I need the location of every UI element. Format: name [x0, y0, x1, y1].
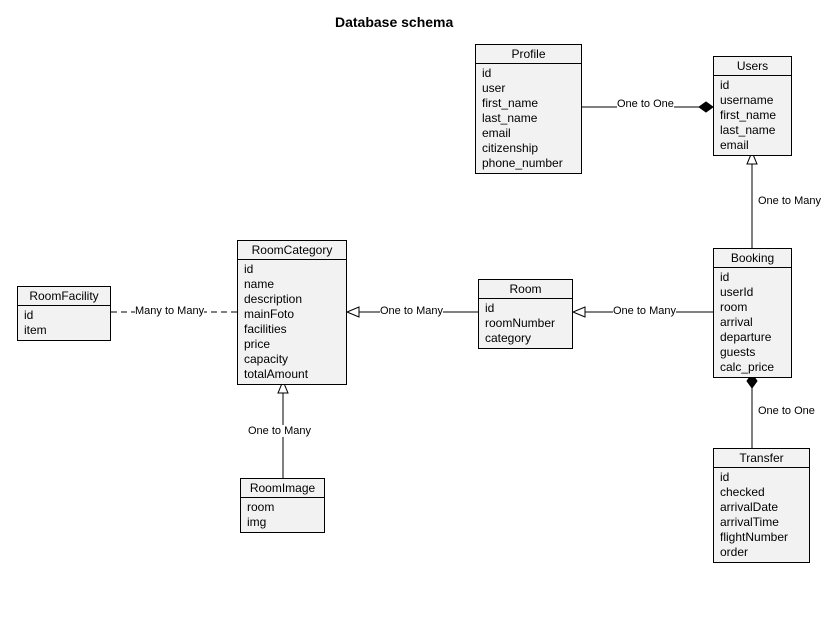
entity-booking-field: guests — [720, 345, 785, 360]
entity-transfer-field: checked — [720, 485, 803, 500]
entity-profile-field: phone_number — [482, 156, 575, 171]
entity-roomcategory-name: RoomCategory — [238, 241, 346, 260]
entity-transfer-field: flightNumber — [720, 530, 803, 545]
entity-profile-field: citizenship — [482, 141, 575, 156]
entity-roomimage-fields: roomimg — [241, 498, 324, 532]
entity-users: Users idusernamefirst_namelast_nameemail — [713, 56, 792, 156]
entity-profile-field: id — [482, 66, 575, 81]
entity-users-field: first_name — [720, 108, 785, 123]
entity-room-name: Room — [479, 280, 572, 299]
entity-booking-fields: iduserIdroomarrivaldepartureguestscalc_p… — [714, 268, 791, 377]
entity-users-field: id — [720, 78, 785, 93]
entity-roomfacility-name: RoomFacility — [18, 287, 110, 306]
entity-roomcategory-field: price — [244, 337, 340, 352]
entity-booking-field: id — [720, 270, 785, 285]
entity-roomcategory-field: capacity — [244, 352, 340, 367]
entity-roomimage-name: RoomImage — [241, 479, 324, 498]
entity-profile-field: email — [482, 126, 575, 141]
entity-roomimage: RoomImage roomimg — [240, 478, 325, 533]
edge-label-roomimage-roomcategory: One to Many — [248, 425, 311, 437]
entity-roomcategory-field: id — [244, 262, 340, 277]
entity-profile-fields: iduserfirst_namelast_nameemailcitizenshi… — [476, 64, 581, 173]
entity-room: Room idroomNumbercategory — [478, 279, 573, 349]
entity-booking-field: arrival — [720, 315, 785, 330]
entity-profile-field: last_name — [482, 111, 575, 126]
entity-transfer-field: arrivalTime — [720, 515, 803, 530]
entity-roomcategory-fields: idnamedescriptionmainFotofacilitiesprice… — [238, 260, 346, 384]
entity-booking-field: departure — [720, 330, 785, 345]
entity-roomcategory-field: totalAmount — [244, 367, 340, 382]
entity-transfer: Transfer idcheckedarrivalDatearrivalTime… — [713, 448, 810, 563]
entity-booking-field: calc_price — [720, 360, 785, 375]
entity-roomcategory-field: name — [244, 277, 340, 292]
entity-transfer-field: order — [720, 545, 803, 560]
edge-label-room-roomcategory: One to Many — [380, 305, 443, 317]
entity-transfer-field: arrivalDate — [720, 500, 803, 515]
entity-users-field: username — [720, 93, 785, 108]
entity-booking: Booking iduserIdroomarrivaldeparturegues… — [713, 248, 792, 378]
entity-room-field: category — [485, 331, 566, 346]
entity-booking-name: Booking — [714, 249, 791, 268]
entity-profile-name: Profile — [476, 45, 581, 64]
entity-room-field: roomNumber — [485, 316, 566, 331]
entity-users-name: Users — [714, 57, 791, 76]
entity-roomimage-field: room — [247, 500, 318, 515]
entity-room-field: id — [485, 301, 566, 316]
entity-users-fields: idusernamefirst_namelast_nameemail — [714, 76, 791, 155]
entity-profile-field: first_name — [482, 96, 575, 111]
edge-label-transfer-booking: One to One — [758, 405, 815, 417]
entity-profile: Profile iduserfirst_namelast_nameemailci… — [475, 44, 582, 174]
entity-booking-field: room — [720, 300, 785, 315]
edge-label-profile-users: One to One — [617, 98, 674, 110]
entity-roomimage-field: img — [247, 515, 318, 530]
entity-roomcategory-field: description — [244, 292, 340, 307]
entity-transfer-field: id — [720, 470, 803, 485]
entity-roomfacility-field: id — [24, 308, 104, 323]
entity-users-field: last_name — [720, 123, 785, 138]
entity-roomcategory: RoomCategory idnamedescriptionmainFotofa… — [237, 240, 347, 385]
entity-transfer-fields: idcheckedarrivalDatearrivalTimeflightNum… — [714, 468, 809, 562]
entity-profile-field: user — [482, 81, 575, 96]
entity-roomfacility-field: item — [24, 323, 104, 338]
entity-roomfacility-fields: iditem — [18, 306, 110, 340]
edge-label-roomfacility-roomcategory: Many to Many — [135, 305, 204, 317]
entity-users-field: email — [720, 138, 785, 153]
edge-label-booking-users: One to Many — [758, 195, 821, 207]
entity-room-fields: idroomNumbercategory — [479, 299, 572, 348]
entity-booking-field: userId — [720, 285, 785, 300]
entity-roomcategory-field: facilities — [244, 322, 340, 337]
edge-label-booking-room: One to Many — [613, 305, 676, 317]
entity-transfer-name: Transfer — [714, 449, 809, 468]
entity-roomfacility: RoomFacility iditem — [17, 286, 111, 341]
entity-roomcategory-field: mainFoto — [244, 307, 340, 322]
diagram-canvas: Database schema Profile iduserfirst_name… — [0, 0, 830, 631]
diagram-title: Database schema — [335, 14, 453, 30]
